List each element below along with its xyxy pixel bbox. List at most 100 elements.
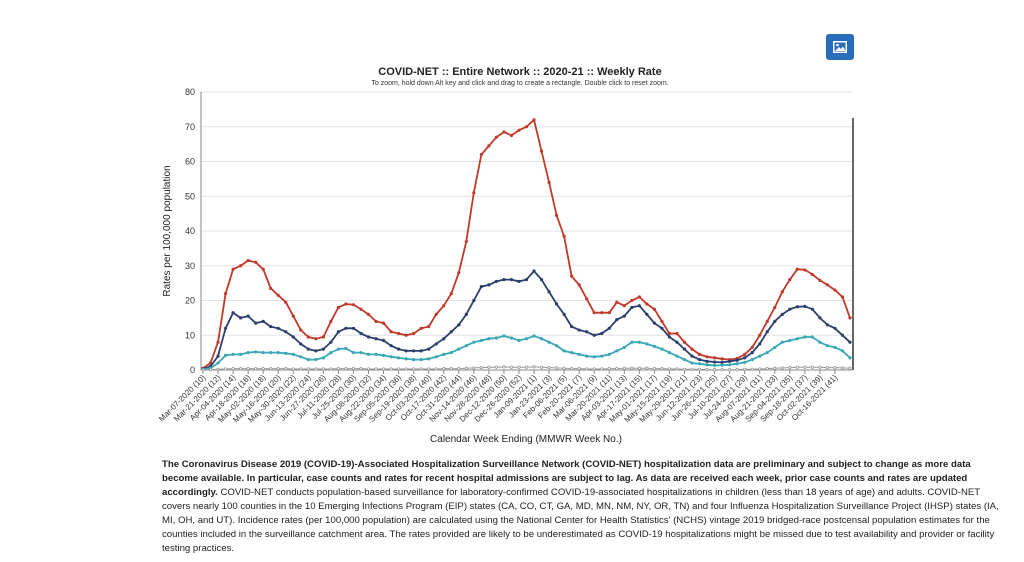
data-point[interactable] (336, 330, 341, 334)
data-point[interactable] (728, 359, 732, 363)
data-point[interactable] (818, 316, 822, 320)
data-point[interactable] (276, 367, 280, 371)
image-download-button[interactable] (826, 34, 854, 60)
data-point[interactable] (532, 334, 536, 338)
data-point[interactable] (682, 347, 687, 351)
data-point[interactable] (803, 304, 807, 309)
data-point[interactable] (509, 133, 514, 138)
data-point[interactable] (457, 271, 461, 275)
data-point[interactable] (562, 366, 566, 370)
data-point[interactable] (645, 302, 649, 306)
data-point[interactable] (652, 344, 656, 348)
data-point[interactable] (457, 347, 461, 351)
data-point[interactable] (276, 351, 280, 355)
data-point[interactable] (231, 267, 235, 271)
data-point[interactable] (261, 351, 265, 355)
data-point[interactable] (389, 330, 393, 334)
data-point[interactable] (645, 366, 649, 370)
data-point[interactable] (743, 356, 747, 360)
data-point[interactable] (810, 272, 814, 277)
data-point[interactable] (231, 311, 235, 315)
data-point[interactable] (412, 331, 416, 336)
data-point[interactable] (509, 278, 514, 282)
data-point[interactable] (517, 279, 521, 283)
data-point[interactable] (600, 331, 604, 336)
data-point[interactable] (412, 367, 416, 371)
data-point[interactable] (381, 321, 386, 325)
data-point[interactable] (487, 283, 491, 287)
data-point[interactable] (359, 367, 363, 371)
data-point[interactable] (261, 319, 265, 323)
data-point[interactable] (637, 366, 641, 370)
data-point[interactable] (284, 367, 288, 371)
data-point[interactable] (682, 357, 687, 362)
data-point[interactable] (269, 286, 273, 290)
data-point[interactable] (254, 367, 258, 371)
data-point[interactable] (570, 274, 574, 278)
data-point[interactable] (291, 352, 295, 356)
data-point[interactable] (366, 367, 371, 371)
data-point[interactable] (607, 326, 611, 330)
data-point[interactable] (321, 356, 325, 360)
data-point[interactable] (765, 351, 769, 355)
data-point[interactable] (374, 367, 378, 371)
data-point[interactable] (803, 335, 807, 339)
data-point[interactable] (585, 354, 589, 358)
data-point[interactable] (577, 328, 581, 332)
data-point[interactable] (825, 323, 830, 327)
data-point[interactable] (479, 152, 483, 157)
data-point[interactable] (622, 345, 626, 350)
data-point[interactable] (690, 367, 694, 371)
data-point[interactable] (389, 355, 393, 359)
data-point[interactable] (524, 365, 529, 369)
data-point[interactable] (547, 180, 551, 184)
data-point[interactable] (758, 367, 762, 371)
data-point[interactable] (494, 365, 499, 369)
data-point[interactable] (720, 360, 724, 364)
data-point[interactable] (336, 367, 341, 371)
data-point[interactable] (389, 367, 393, 371)
data-point[interactable] (570, 367, 574, 371)
data-point[interactable] (570, 351, 574, 355)
data-point[interactable] (381, 353, 386, 358)
data-point[interactable] (750, 351, 754, 355)
data-point[interactable] (246, 258, 250, 263)
data-point[interactable] (397, 347, 401, 351)
data-point[interactable] (840, 333, 845, 337)
data-point[interactable] (615, 300, 619, 304)
data-point[interactable] (517, 338, 521, 343)
data-point[interactable] (690, 361, 694, 365)
data-point[interactable] (269, 324, 273, 329)
data-point[interactable] (728, 368, 732, 372)
data-point[interactable] (502, 278, 506, 282)
data-point[interactable] (848, 366, 852, 370)
data-point[interactable] (607, 367, 611, 371)
data-point[interactable] (291, 314, 295, 318)
data-point[interactable] (532, 269, 536, 273)
data-point[interactable] (344, 326, 348, 330)
data-point[interactable] (351, 303, 356, 307)
data-point[interactable] (321, 347, 325, 351)
data-point[interactable] (427, 357, 431, 361)
data-point[interactable] (457, 367, 461, 371)
data-point[interactable] (329, 319, 333, 323)
data-point[interactable] (239, 316, 243, 320)
data-point[interactable] (223, 326, 228, 330)
data-point[interactable] (547, 340, 551, 344)
data-point[interactable] (434, 342, 438, 346)
data-point[interactable] (239, 352, 243, 356)
data-point[interactable] (434, 367, 438, 371)
data-point[interactable] (810, 335, 814, 339)
data-point[interactable] (720, 368, 724, 372)
data-point[interactable] (562, 312, 566, 316)
data-point[interactable] (412, 349, 416, 353)
data-point[interactable] (284, 351, 288, 355)
data-point[interactable] (261, 267, 265, 271)
data-point[interactable] (329, 351, 333, 355)
data-point[interactable] (442, 352, 446, 356)
data-point[interactable] (833, 345, 837, 350)
data-point[interactable] (554, 344, 559, 348)
data-point[interactable] (449, 291, 453, 296)
data-point[interactable] (712, 360, 717, 364)
